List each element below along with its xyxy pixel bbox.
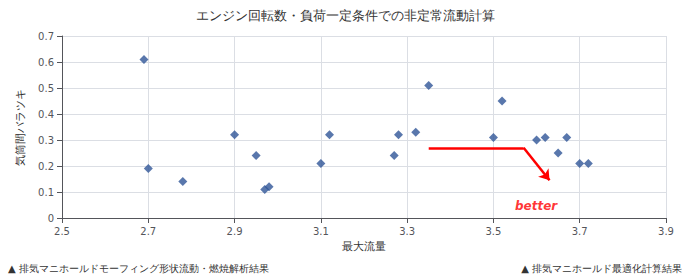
- svg-text:3.3: 3.3: [399, 226, 415, 237]
- svg-text:3.7: 3.7: [572, 226, 588, 237]
- svg-text:▲ 排気マニホールド最適化計算結果: ▲ 排気マニホールド最適化計算結果: [521, 263, 682, 274]
- svg-text:0.5: 0.5: [38, 83, 54, 94]
- svg-text:最大流量: 最大流量: [342, 240, 386, 253]
- svg-text:0.4: 0.4: [38, 109, 54, 120]
- svg-text:3.1: 3.1: [313, 226, 329, 237]
- svg-text:2.9: 2.9: [227, 226, 243, 237]
- svg-text:0.2: 0.2: [38, 161, 54, 172]
- svg-text:3.9: 3.9: [658, 226, 674, 237]
- svg-text:0: 0: [48, 213, 54, 224]
- svg-text:3.5: 3.5: [485, 226, 501, 237]
- svg-text:0.7: 0.7: [38, 31, 54, 42]
- svg-text:0.6: 0.6: [38, 57, 54, 68]
- svg-text:0.1: 0.1: [38, 187, 54, 198]
- svg-text:2.5: 2.5: [54, 226, 70, 237]
- svg-text:2.7: 2.7: [140, 226, 156, 237]
- svg-text:気筒間バラツキ: 気筒間バラツキ: [14, 89, 27, 166]
- svg-text:better: better: [515, 199, 558, 213]
- svg-text:▲ 排気マニホールドモーフィング形状流動・燃焼解析結果: ▲ 排気マニホールドモーフィング形状流動・燃焼解析結果: [8, 263, 269, 274]
- svg-text:エンジン回転数・負荷一定条件での非定常流動計算: エンジン回転数・負荷一定条件での非定常流動計算: [196, 8, 495, 23]
- svg-text:0.3: 0.3: [38, 135, 54, 146]
